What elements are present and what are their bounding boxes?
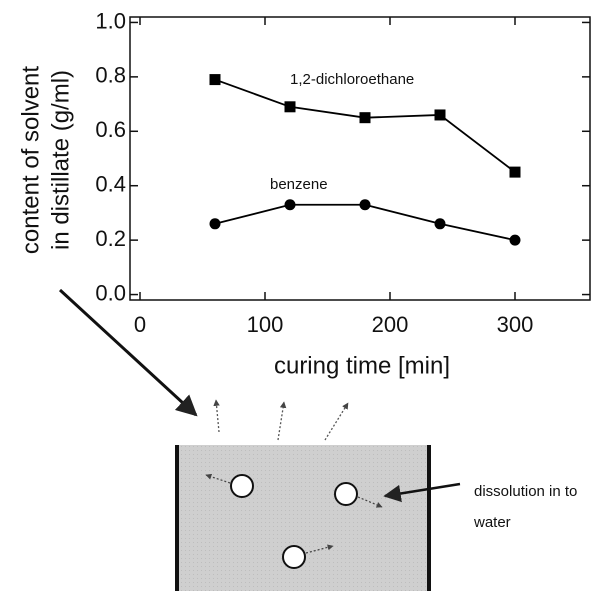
droplet — [230, 474, 254, 498]
note: water — [473, 514, 511, 531]
y-tick-label: 0.8 — [95, 63, 126, 88]
y-axis-label: in distillate (g/ml) — [47, 70, 74, 250]
x-tick-label: 100 — [247, 312, 284, 337]
series-line — [214, 78, 516, 173]
y-tick-label: 0.0 — [95, 280, 126, 305]
marker — [359, 199, 371, 211]
evaporation-arrow — [324, 402, 349, 441]
note-arrow — [383, 482, 461, 503]
marker — [434, 109, 446, 121]
y-tick-label: 0.6 — [95, 117, 126, 142]
x-axis-label: curing time [min] — [274, 352, 450, 379]
marker — [434, 218, 446, 230]
pointer-arrow — [58, 288, 198, 417]
marker — [284, 101, 296, 113]
vessel — [176, 445, 430, 591]
series-label: 1,2-dichloroethane — [290, 71, 414, 88]
evaporation-arrow — [277, 401, 287, 441]
evaporation-arrow — [213, 399, 220, 433]
marker — [509, 234, 521, 246]
marker — [209, 74, 221, 86]
diagram: dissolution in to water — [58, 288, 577, 591]
series-label: benzene — [270, 176, 328, 193]
y-axis-label: content of solvent — [17, 66, 44, 254]
diffusion-arrow — [205, 473, 231, 484]
droplet — [282, 545, 306, 569]
plot-frame — [129, 16, 591, 301]
y-tick-label: 1.0 — [95, 8, 126, 33]
droplet — [334, 482, 358, 506]
marker — [209, 218, 221, 230]
y-tick-label: 0.4 — [95, 172, 126, 197]
y-tick-label: 0.2 — [95, 226, 126, 251]
x-tick-label: 200 — [372, 312, 409, 337]
diffusion-arrow — [357, 496, 383, 508]
x-tick-label: 300 — [497, 312, 534, 337]
x-tick-label: 0 — [134, 312, 146, 337]
marker — [359, 112, 371, 124]
marker — [284, 199, 296, 211]
marker — [509, 166, 521, 178]
diffusion-arrow — [305, 544, 334, 554]
note: dissolution in to — [474, 483, 577, 500]
